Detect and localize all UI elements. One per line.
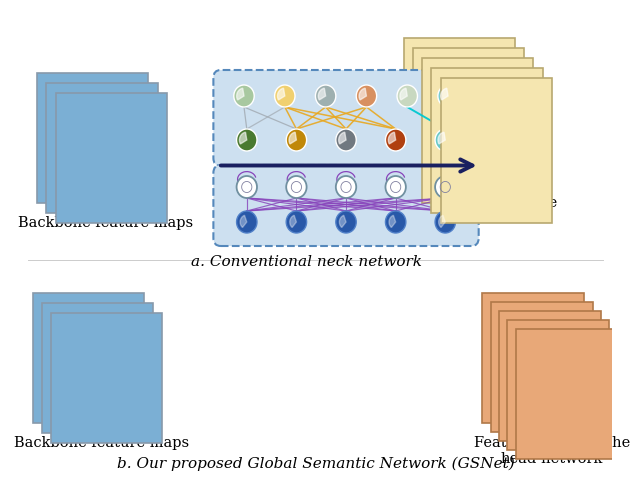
Bar: [516, 329, 618, 459]
Bar: [47, 84, 157, 214]
Text: Backbone feature maps: Backbone feature maps: [13, 435, 189, 449]
Circle shape: [397, 86, 417, 108]
Bar: [431, 69, 543, 214]
Circle shape: [237, 177, 257, 199]
Wedge shape: [289, 133, 296, 144]
Text: Feature maps for the
head-network: Feature maps for the head-network: [474, 435, 630, 465]
Circle shape: [286, 177, 307, 199]
Circle shape: [385, 130, 406, 152]
Wedge shape: [438, 216, 445, 228]
Wedge shape: [359, 89, 367, 101]
Circle shape: [316, 86, 336, 108]
Circle shape: [336, 177, 356, 199]
Circle shape: [438, 86, 458, 108]
Circle shape: [286, 130, 307, 152]
Circle shape: [356, 86, 377, 108]
Bar: [37, 74, 148, 203]
Bar: [51, 313, 163, 443]
Wedge shape: [290, 216, 296, 228]
Wedge shape: [240, 216, 247, 228]
Text: a. Conventional neck network: a. Conventional neck network: [191, 254, 422, 268]
Wedge shape: [239, 133, 247, 144]
Circle shape: [237, 212, 257, 234]
Circle shape: [237, 130, 257, 152]
Wedge shape: [339, 216, 346, 228]
Bar: [404, 39, 515, 183]
Circle shape: [385, 177, 406, 199]
Text: Feature maps for the
head-network: Feature maps for the head-network: [401, 196, 557, 226]
Text: Conv: 3×3@256: Conv: 3×3@256: [256, 102, 382, 116]
Bar: [42, 304, 153, 433]
Circle shape: [336, 130, 356, 152]
Text: b. Our proposed Global Semantic Network (GSNet): b. Our proposed Global Semantic Network …: [116, 456, 515, 470]
Circle shape: [435, 212, 456, 234]
Bar: [422, 59, 533, 203]
Circle shape: [435, 177, 456, 199]
Bar: [413, 49, 524, 194]
Bar: [483, 293, 584, 423]
FancyBboxPatch shape: [213, 71, 479, 167]
Circle shape: [234, 86, 254, 108]
Wedge shape: [339, 133, 346, 144]
Bar: [441, 79, 552, 224]
Wedge shape: [400, 89, 407, 101]
Bar: [33, 293, 144, 423]
Wedge shape: [388, 133, 396, 144]
Bar: [56, 94, 167, 224]
Wedge shape: [441, 89, 448, 101]
Circle shape: [336, 212, 356, 234]
Bar: [491, 303, 593, 432]
Wedge shape: [438, 133, 445, 144]
Bar: [499, 311, 601, 441]
Wedge shape: [278, 89, 285, 101]
Wedge shape: [237, 89, 244, 101]
Circle shape: [275, 86, 295, 108]
Wedge shape: [389, 216, 396, 228]
Circle shape: [385, 212, 406, 234]
Text: Backbone feature maps: Backbone feature maps: [18, 216, 193, 229]
Circle shape: [435, 130, 456, 152]
Circle shape: [286, 212, 307, 234]
Wedge shape: [318, 89, 326, 101]
FancyBboxPatch shape: [213, 165, 479, 246]
Bar: [508, 320, 609, 450]
